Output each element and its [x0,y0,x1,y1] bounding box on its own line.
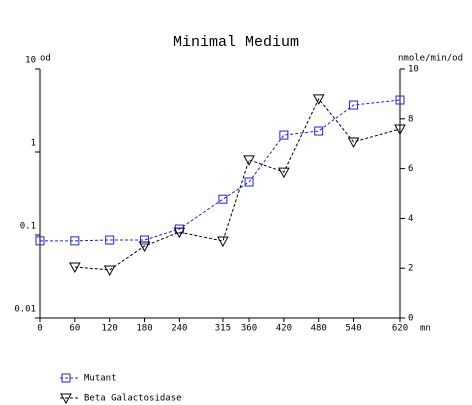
legend-marker [60,393,72,405]
marker [244,177,254,187]
marker [243,155,255,166]
marker [278,167,290,179]
marker [138,241,151,253]
x-tick-label: 240 [171,324,187,334]
series-line [74,97,401,271]
x-tick-label: 0 [37,324,42,334]
y-tick-label: 1 [31,139,36,149]
marker [140,235,150,245]
marker [173,227,186,239]
x-tick-label: 620 [392,324,408,334]
x-axis-label: mn [420,324,431,334]
marker [314,126,324,136]
x-tick-label: 360 [241,324,257,334]
marker [312,94,325,105]
y-tick-label: 0.01 [14,305,36,315]
marker [217,236,229,248]
y-axis-label: od [40,54,51,64]
marker [218,194,228,204]
chart-title: Minimal Medium [173,34,299,51]
marker [70,236,80,246]
marker [395,95,405,105]
marker [68,262,81,273]
y-tick-label: 10 [25,56,36,66]
y-tick-label: 0.1 [20,222,36,232]
marker [105,235,115,245]
marker [347,137,360,148]
marker [394,124,406,136]
y2-tick-label: 6 [408,164,413,174]
x-tick-label: 60 [69,324,80,334]
x-tick-label: 480 [311,324,327,334]
legend-label: Mutant [84,374,117,384]
x-tick-label: 315 [215,324,231,334]
marker [349,100,359,110]
series-line [40,99,401,242]
y2-tick-label: 8 [408,114,413,124]
x-tick-label: 540 [345,324,361,334]
x-tick-label: 120 [102,324,118,334]
x-tick-label: 180 [136,324,152,334]
marker [103,265,116,276]
y2-tick-label: 2 [408,264,413,274]
legend-label: Beta Galactosidase [84,394,182,404]
marker [35,236,45,246]
y2-tick-label: 4 [408,214,413,224]
y2-axis-label: nmole/min/od [398,54,463,64]
x-tick-label: 420 [276,324,292,334]
y2-tick-label: 0 [408,314,413,324]
marker [279,130,289,140]
legend-marker [61,373,71,383]
y2-tick-label: 10 [408,65,419,75]
